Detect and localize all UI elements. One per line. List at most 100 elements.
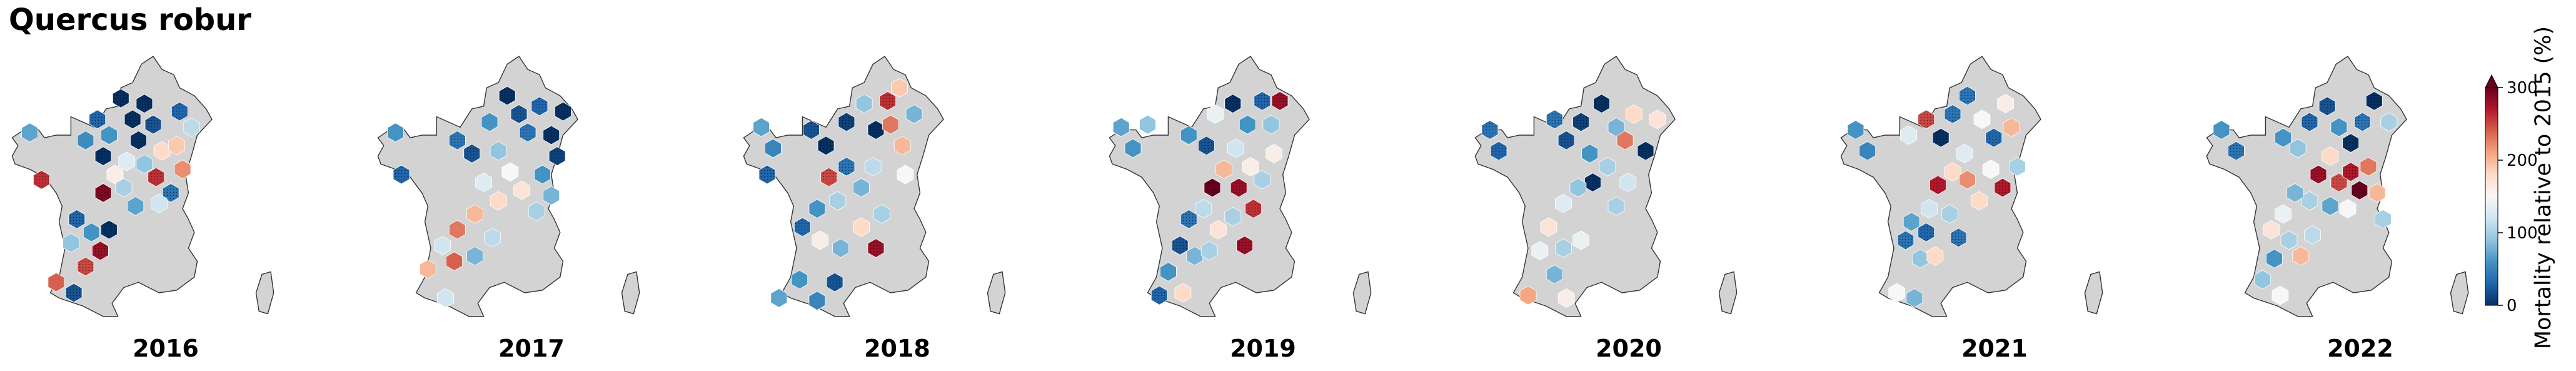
hex-cell (1174, 283, 1192, 303)
hex-cell (481, 112, 498, 132)
hex-cell (1599, 156, 1616, 176)
hex-cell (77, 130, 94, 150)
hex-cell-significance-hatch (1181, 210, 1197, 228)
colorbar-gradient (2485, 87, 2498, 306)
hex-cell (2330, 117, 2348, 137)
hex-cell (1242, 156, 1259, 176)
hex-cell-significance-hatch (96, 147, 111, 165)
hex-cell (791, 270, 808, 290)
hex-cell-significance-hatch (136, 94, 152, 113)
hex-cell (853, 178, 870, 198)
hex-cell-significance-hatch (500, 87, 515, 104)
hex-cell (1224, 206, 1242, 226)
hex-cell (1982, 160, 2000, 180)
hex-cell (1607, 196, 1625, 216)
corsica-shape (2084, 271, 2103, 315)
colorbar-tick-label: 200 (2507, 151, 2538, 170)
france-map (1109, 56, 1372, 317)
hex-cell (2304, 225, 2321, 245)
hex-cell (1227, 138, 1244, 158)
map-panel-2018 (738, 56, 1032, 319)
hex-cell (1888, 283, 1906, 303)
hex-cell (2287, 183, 2303, 203)
hex-cell-significance-hatch (1491, 142, 1507, 160)
hex-cell (1847, 120, 1864, 140)
hex-cell (466, 246, 483, 266)
hex-cell (1180, 125, 1197, 145)
hex-cell-significance-hatch (1204, 179, 1220, 196)
year-label-2019: 2019 (1230, 335, 1296, 362)
hex-cell (1239, 114, 1256, 135)
hex-cell (513, 180, 531, 200)
hex-cell-significance-hatch (1272, 92, 1288, 110)
hex-cell (2380, 112, 2398, 132)
hex-cell-significance-hatch (2343, 163, 2358, 181)
hex-cell (21, 123, 38, 143)
hex-cell-significance-hatch (818, 136, 834, 155)
corsica-shape (1352, 271, 1372, 315)
hex-cell (437, 288, 454, 308)
hex-cell (2292, 246, 2310, 266)
hex-cell (1546, 265, 1563, 285)
hex-cell (1200, 241, 1218, 261)
hex-cell-significance-hatch (821, 168, 837, 186)
year-label-2022: 2022 (2327, 335, 2393, 362)
hex-cell-significance-hatch (1573, 113, 1589, 131)
hex-cell (1195, 199, 1212, 219)
hex-cell-significance-hatch (511, 105, 527, 123)
colorbar-tick-label: 0 (2507, 297, 2517, 315)
hex-cell (1209, 220, 1227, 240)
hex-cell-significance-hatch (1225, 94, 1240, 113)
hex-cell (1616, 130, 1634, 150)
hex-cell (1906, 288, 1923, 308)
hex-cell-significance-hatch (131, 131, 146, 150)
hex-cell-significance-hatch (1559, 131, 1574, 150)
hex-cell-significance-hatch (89, 110, 105, 128)
map-panel-2017 (372, 56, 666, 319)
hex-cell-significance-hatch (838, 158, 854, 176)
corsica-shape (255, 271, 274, 315)
hex-cell (2375, 209, 2392, 229)
hex-cell-significance-hatch (1237, 236, 1252, 255)
hex-cell-significance-hatch (555, 103, 571, 121)
hex-cell (2339, 199, 2357, 219)
hex-cell (765, 138, 782, 158)
hex-cell (101, 125, 118, 145)
mainland-france-shape (11, 56, 213, 317)
hex-cell (174, 160, 191, 180)
hex-cell (853, 217, 870, 237)
hex-cell (905, 104, 923, 124)
hex-cell-significance-hatch (148, 168, 164, 186)
hex-cell-significance-hatch (1152, 287, 1167, 305)
year-label-2020: 2020 (1596, 335, 1662, 362)
hex-cell (1900, 125, 1917, 145)
hex-cell (770, 288, 788, 308)
hex-cell (1557, 288, 1575, 308)
hex-cell (434, 235, 451, 255)
hex-cell (151, 193, 168, 213)
hex-cell-significance-hatch (101, 221, 117, 239)
hex-cell (490, 191, 507, 211)
hex-cell (127, 196, 144, 216)
hex-cell (1262, 114, 1280, 135)
hex-cell (855, 94, 873, 114)
hex-cell-significance-hatch (1585, 173, 1601, 191)
hex-cell-significance-hatch (2320, 97, 2335, 115)
hex-cell (1607, 117, 1625, 137)
hex-cell-significance-hatch (838, 113, 854, 131)
france-map (1474, 56, 1738, 317)
hex-cell-significance-hatch (803, 121, 819, 139)
hex-cell (1124, 138, 1142, 158)
hex-cell (2272, 285, 2289, 305)
hex-cell (812, 230, 828, 250)
colorbar-extend-arrow (2485, 74, 2498, 88)
hex-cell-significance-hatch (66, 284, 82, 302)
map-panel-2020 (1469, 56, 1763, 319)
hex-cell-significance-hatch (2367, 92, 2382, 110)
corsica-shape (987, 271, 1006, 315)
hex-cell (1160, 262, 1177, 282)
hex-cell-significance-hatch (1933, 129, 1949, 147)
colorbar: 0 100 200 300 (2473, 74, 2573, 315)
hex-cell (115, 178, 133, 198)
corsica-shape (2450, 271, 2469, 315)
